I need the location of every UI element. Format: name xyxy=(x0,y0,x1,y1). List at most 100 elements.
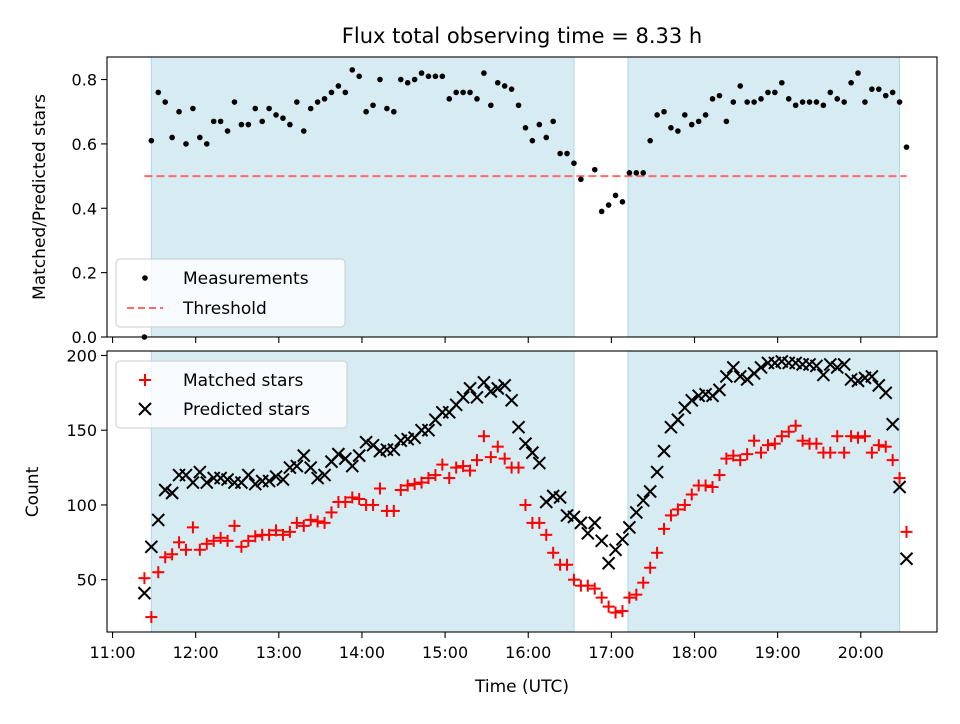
predicted-stars-marker xyxy=(470,390,484,405)
measurement-point xyxy=(896,99,903,105)
bottom-y-tick-label: 50 xyxy=(77,571,97,590)
measurement-point xyxy=(190,105,196,112)
legend-predicted-marker xyxy=(138,402,152,416)
predicted-stars-marker xyxy=(865,369,879,384)
measurement-point xyxy=(834,96,841,102)
predicted-stars-marker xyxy=(193,465,207,479)
predicted-stars-marker xyxy=(200,475,214,490)
matched-stars-marker xyxy=(484,451,497,464)
top-y-tick-label: 0.8 xyxy=(72,71,97,90)
matched-stars-marker xyxy=(166,548,179,561)
predicted-stars-marker xyxy=(310,471,325,485)
measurement-point xyxy=(827,89,834,96)
measurement-point xyxy=(488,102,494,109)
measurement-point xyxy=(772,89,778,96)
legend-threshold-label: Threshold xyxy=(182,299,267,319)
matched-stars-marker xyxy=(775,430,788,443)
matched-stars-marker xyxy=(464,464,477,477)
predicted-stars-marker xyxy=(317,468,332,482)
measurement-point xyxy=(231,99,238,105)
measurement-point xyxy=(439,73,446,80)
matched-stars-marker xyxy=(200,537,213,550)
measurement-point xyxy=(889,89,896,96)
predicted-stars-marker xyxy=(643,484,657,499)
measurement-point xyxy=(751,99,757,105)
matched-stars-marker xyxy=(845,430,858,443)
matched-stars-marker xyxy=(242,534,255,547)
matched-stars-marker xyxy=(235,540,248,553)
predicted-stars-marker xyxy=(518,436,533,451)
measurement-point xyxy=(758,96,764,102)
predicted-stars-marker xyxy=(497,378,512,393)
measurement-point xyxy=(529,137,536,144)
predicted-stars-marker xyxy=(359,435,373,449)
predicted-stars-marker xyxy=(186,475,200,490)
measurement-point xyxy=(869,86,875,92)
predicted-stars-marker xyxy=(144,540,159,554)
measurement-point xyxy=(591,166,598,173)
top-legend: Measurements Threshold xyxy=(115,258,346,328)
matched-stars-marker xyxy=(658,522,671,535)
matched-stars-marker xyxy=(290,516,303,529)
measurement-point xyxy=(203,141,210,147)
matched-stars-marker xyxy=(325,506,338,519)
measurement-point xyxy=(453,89,459,96)
measurement-point xyxy=(294,99,300,105)
measurement-points xyxy=(141,67,910,340)
x-tick-label: 14:00 xyxy=(339,643,385,662)
bottom-y-tick-label: 200 xyxy=(66,346,97,365)
matched-stars-marker xyxy=(810,437,823,450)
matched-stars-marker xyxy=(651,546,664,559)
matched-stars-marker xyxy=(429,469,442,482)
measurement-point xyxy=(328,89,335,96)
measurement-point xyxy=(432,73,439,80)
measurement-point xyxy=(210,118,217,125)
measurement-point xyxy=(287,121,293,128)
matched-stars-marker xyxy=(186,521,199,534)
measurement-point xyxy=(695,118,702,125)
matched-stars-marker xyxy=(152,566,165,579)
measurement-point xyxy=(197,134,203,141)
top-y-axis-label: Matched/Predicted stars xyxy=(30,94,50,300)
measurement-point xyxy=(259,118,265,125)
predicted-stars-marker xyxy=(165,486,179,500)
measurement-point xyxy=(702,112,709,118)
measurement-point xyxy=(612,192,619,199)
matched-stars-marker xyxy=(408,478,421,491)
measurement-point xyxy=(668,125,674,131)
measurement-point xyxy=(217,118,224,125)
measurement-point xyxy=(536,121,543,128)
top-legend-box xyxy=(115,258,346,328)
predicted-stars-marker xyxy=(297,448,311,463)
matched-stars-marker xyxy=(373,482,386,495)
measurement-point xyxy=(508,86,515,92)
predicted-stars-marker xyxy=(615,532,630,547)
matched-stars-marker xyxy=(893,472,906,485)
matched-stars-marker xyxy=(768,437,781,450)
measurement-point xyxy=(425,73,432,80)
measurement-point xyxy=(501,83,508,89)
matched-stars-marker xyxy=(297,519,310,532)
matched-stars-marker xyxy=(270,524,283,537)
matched-stars-marker xyxy=(755,446,768,459)
matched-stars-marker xyxy=(782,425,795,438)
measurement-point xyxy=(481,70,487,76)
x-tick-label: 19:00 xyxy=(755,643,801,662)
bottom-y-ticks: 50 100 150 200 xyxy=(66,346,107,590)
predicted-stars-marker xyxy=(387,442,401,457)
measurement-point xyxy=(397,76,404,83)
x-tick-label: 20:00 xyxy=(838,643,884,662)
measurement-point xyxy=(661,108,667,115)
measurement-point xyxy=(785,96,792,102)
matched-stars-marker xyxy=(304,513,317,526)
bottom-y-axis-label: Count xyxy=(23,466,43,517)
measurement-point xyxy=(522,125,529,131)
matched-stars-marker xyxy=(588,582,601,595)
measurement-point xyxy=(446,96,453,102)
predicted-stars-marker xyxy=(137,586,152,600)
matched-stars-marker xyxy=(567,573,580,586)
predicted-stars-marker xyxy=(248,477,262,491)
matched-stars-marker xyxy=(173,536,186,549)
measurement-point xyxy=(675,128,681,134)
